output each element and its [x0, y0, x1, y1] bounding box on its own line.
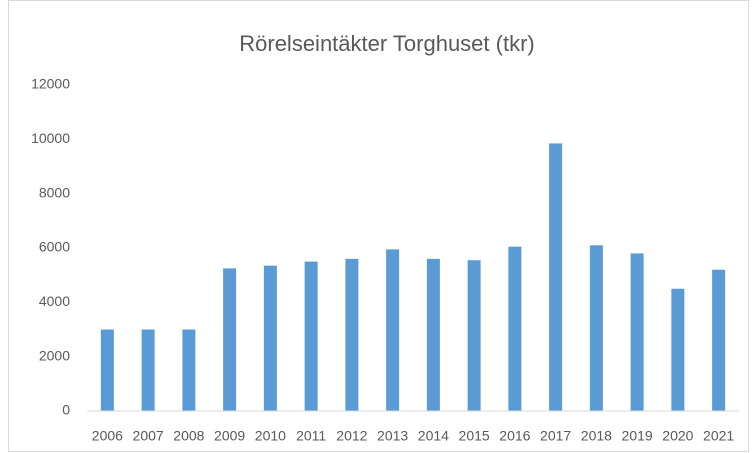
x-tick-label: 2011: [296, 428, 326, 444]
bar: [712, 269, 726, 411]
chart-title: Rörelseintäkter Torghuset (tkr): [239, 31, 535, 56]
bar: [426, 258, 440, 411]
y-tick-label: 12000: [31, 76, 70, 92]
x-tick-label: 2010: [255, 428, 286, 444]
y-tick-label: 0: [62, 402, 70, 418]
bar: [100, 329, 114, 411]
bar: [182, 329, 196, 411]
x-tick-label: 2008: [173, 428, 204, 444]
x-tick-label: 2016: [499, 428, 530, 444]
bar: [304, 261, 318, 411]
bar: [630, 253, 644, 411]
x-tick-label: 2014: [418, 428, 449, 444]
x-tick-label: 2007: [133, 428, 164, 444]
x-tick-label: 2018: [581, 428, 612, 444]
x-tick-label: 2012: [336, 428, 367, 444]
y-tick-label: 10000: [31, 130, 70, 146]
y-tick-label: 2000: [39, 347, 70, 363]
x-tick-label: 2020: [662, 428, 693, 444]
bar: [549, 143, 563, 412]
x-tick-label: 2009: [214, 428, 245, 444]
bar: [223, 268, 237, 411]
chart-frame: [8, 0, 749, 452]
y-tick-label: 6000: [39, 239, 70, 255]
bar: [263, 265, 277, 411]
bar: [345, 258, 359, 411]
bar: [467, 260, 481, 411]
x-tick-label: 2006: [92, 428, 123, 444]
bar: [589, 245, 603, 411]
bar: [508, 246, 522, 411]
x-tick-label: 2017: [540, 428, 571, 444]
y-tick-label: 8000: [39, 184, 70, 200]
bar: [141, 329, 155, 411]
y-tick-label: 4000: [39, 293, 70, 309]
x-tick-label: 2019: [622, 428, 653, 444]
bar: [386, 249, 400, 411]
x-tick-label: 2021: [703, 428, 734, 444]
bar: [671, 288, 685, 411]
x-tick-label: 2015: [459, 428, 490, 444]
x-tick-label: 2013: [377, 428, 408, 444]
